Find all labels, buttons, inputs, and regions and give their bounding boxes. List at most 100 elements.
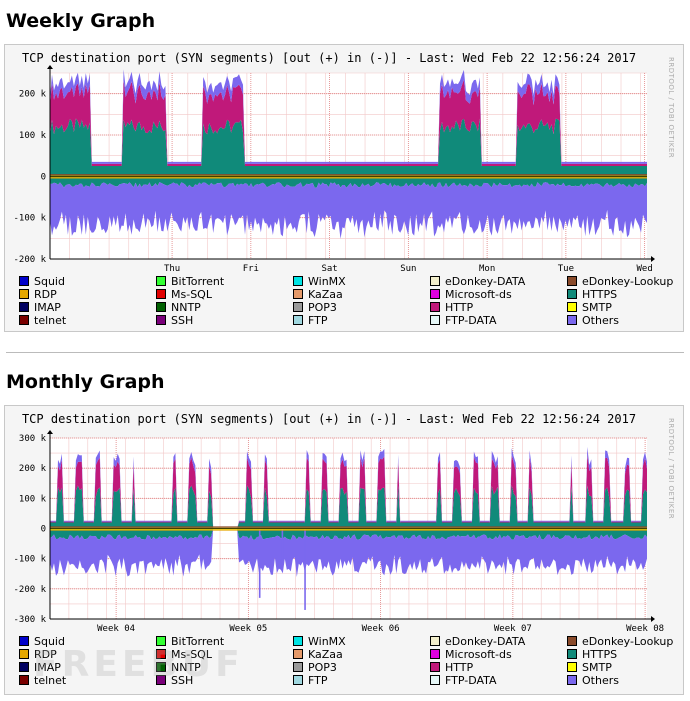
- monthly-y-tick-label: 100 k: [19, 494, 47, 504]
- weekly-legend-item: RDP: [19, 288, 57, 301]
- monthly-graph-title: TCP destination port (SYN segments) [out…: [21, 412, 637, 426]
- weekly-legend-item: HTTPS: [567, 288, 617, 301]
- monthly-y-tick-label: -300 k: [13, 615, 46, 625]
- monthly-legend-item: Microsoft-ds: [430, 648, 512, 661]
- monthly-legend-label: Microsoft-ds: [445, 648, 512, 661]
- monthly-y-tick-label: 200 k: [19, 464, 47, 474]
- monthly-legend-swatch: [293, 649, 303, 659]
- weekly-legend-label: HTTP: [445, 301, 474, 314]
- weekly-legend-label: telnet: [34, 314, 67, 327]
- monthly-legend-label: FTP: [308, 674, 328, 687]
- weekly-legend: Squid BitTorrent WinMX eDonkey-DATA eDonkey-…: [19, 275, 679, 329]
- monthly-legend-label: Ms-SQL: [171, 648, 212, 661]
- weekly-legend-swatch: [156, 276, 166, 286]
- weekly-legend-swatch: [430, 276, 440, 286]
- monthly-legend-swatch: [567, 636, 577, 646]
- weekly-legend-swatch: [293, 276, 303, 286]
- weekly-legend-item: eDonkey-DATA: [430, 275, 525, 288]
- weekly-legend-swatch: [19, 315, 29, 325]
- weekly-x-axis-arrow: [651, 256, 655, 262]
- monthly-legend-label: KaZaa: [308, 648, 343, 661]
- weekly-legend-label: IMAP: [34, 301, 61, 314]
- weekly-legend-swatch: [567, 276, 577, 286]
- weekly-area-others-in: [50, 182, 647, 239]
- monthly-legend-item: Squid: [19, 635, 65, 648]
- weekly-legend-label: BitTorrent: [171, 275, 225, 288]
- monthly-legend-item: POP3: [293, 661, 337, 674]
- weekly-legend-label: eDonkey-Lookup: [582, 275, 674, 288]
- monthly-legend-swatch: [567, 675, 577, 685]
- weekly-legend-swatch: [567, 302, 577, 312]
- weekly-legend-swatch: [19, 289, 29, 299]
- monthly-legend-item: NNTP: [156, 661, 201, 674]
- monthly-y-tick-label: 300 k: [19, 434, 47, 444]
- monthly-legend-label: POP3: [308, 661, 337, 674]
- monthly-legend-label: HTTP: [445, 661, 474, 674]
- weekly-rrdtool-credit: RRDTOOL / TOBI OETIKER: [667, 57, 675, 159]
- monthly-area-https-out: [50, 485, 647, 529]
- weekly-legend-label: Squid: [34, 275, 65, 288]
- weekly-legend-item: KaZaa: [293, 288, 343, 301]
- monthly-legend-swatch: [156, 675, 166, 685]
- monthly-legend-swatch: [19, 662, 29, 672]
- weekly-chart: 200 k 100 k 0 -100 k -200 k Thu Fri Sat Sun Mon Tu…: [13, 65, 655, 274]
- monthly-legend-item: HTTPS: [567, 648, 617, 661]
- monthly-legend-label: FTP-DATA: [445, 674, 497, 687]
- monthly-legend-swatch: [293, 636, 303, 646]
- monthly-legend-label: NNTP: [171, 661, 201, 674]
- monthly-legend-label: BitTorrent: [171, 635, 225, 648]
- weekly-legend-item: SSH: [156, 314, 193, 327]
- weekly-x-tick-label: Fri: [243, 264, 259, 274]
- monthly-x-tick-label: Week 08: [626, 624, 664, 634]
- weekly-legend-item: NNTP: [156, 301, 201, 314]
- monthly-legend-item: KaZaa: [293, 648, 343, 661]
- monthly-legend-swatch: [19, 649, 29, 659]
- weekly-x-tick-label: Wed: [637, 264, 653, 274]
- monthly-legend-item: FTP: [293, 674, 328, 687]
- monthly-area-https-in: [50, 528, 647, 540]
- weekly-x-tick-label: Sun: [400, 264, 416, 274]
- weekly-legend-item: Others: [567, 314, 619, 327]
- monthly-legend-item: SMTP: [567, 661, 612, 674]
- weekly-legend-item: POP3: [293, 301, 337, 314]
- watermark: FREEBUF: [33, 644, 244, 685]
- monthly-legend-label: eDonkey-Lookup: [582, 635, 674, 648]
- weekly-legend-label: KaZaa: [308, 288, 343, 301]
- weekly-legend-swatch: [430, 302, 440, 312]
- monthly-legend-item: Others: [567, 674, 619, 687]
- monthly-legend-label: IMAP: [34, 661, 61, 674]
- monthly-y-axis-arrow: [47, 430, 53, 434]
- weekly-legend-label: SSH: [171, 314, 194, 327]
- monthly-y-tick-label: -100 k: [13, 555, 46, 565]
- monthly-legend-swatch: [156, 662, 166, 672]
- monthly-chart: 300 k 200 k 100 k 0 -100 k -200 k -300 k Week 0…: [13, 430, 664, 634]
- weekly-legend-swatch: [156, 315, 166, 325]
- weekly-legend-swatch: [293, 289, 303, 299]
- monthly-legend-swatch: [567, 649, 577, 659]
- weekly-x-tick-label: Thu: [164, 264, 180, 274]
- weekly-legend-item: HTTP: [430, 301, 473, 314]
- weekly-legend-label: Ms-SQL: [171, 288, 212, 301]
- monthly-rrdtool-credit: RRDTOOL / TOBI OETIKER: [667, 418, 675, 520]
- weekly-area-https-out: [50, 118, 647, 177]
- weekly-legend-item: Ms-SQL: [156, 288, 212, 301]
- weekly-legend-item: Microsoft-ds: [430, 288, 512, 301]
- monthly-legend-item: HTTP: [430, 661, 473, 674]
- weekly-y-tick-label: 100 k: [19, 131, 47, 141]
- weekly-area-https-in: [50, 176, 647, 188]
- monthly-legend-swatch: [430, 636, 440, 646]
- weekly-legend-label: FTP-DATA: [445, 314, 497, 327]
- weekly-legend-swatch: [156, 289, 166, 299]
- monthly-legend-item: BitTorrent: [156, 635, 224, 648]
- weekly-legend-item: BitTorrent: [156, 275, 224, 288]
- monthly-graph-panel: TCP destination port (SYN segments) [out…: [4, 405, 684, 695]
- monthly-x-tick-label: Week 05: [229, 624, 267, 634]
- monthly-legend-swatch: [567, 662, 577, 672]
- weekly-legend-label: Others: [582, 314, 619, 327]
- monthly-legend-item: RDP: [19, 648, 57, 661]
- weekly-legend-item: telnet: [19, 314, 66, 327]
- weekly-legend-swatch: [293, 302, 303, 312]
- weekly-legend-item: FTP-DATA: [430, 314, 497, 327]
- monthly-legend-swatch: [19, 675, 29, 685]
- weekly-graph-panel: TCP destination port (SYN segments) [out…: [4, 44, 684, 332]
